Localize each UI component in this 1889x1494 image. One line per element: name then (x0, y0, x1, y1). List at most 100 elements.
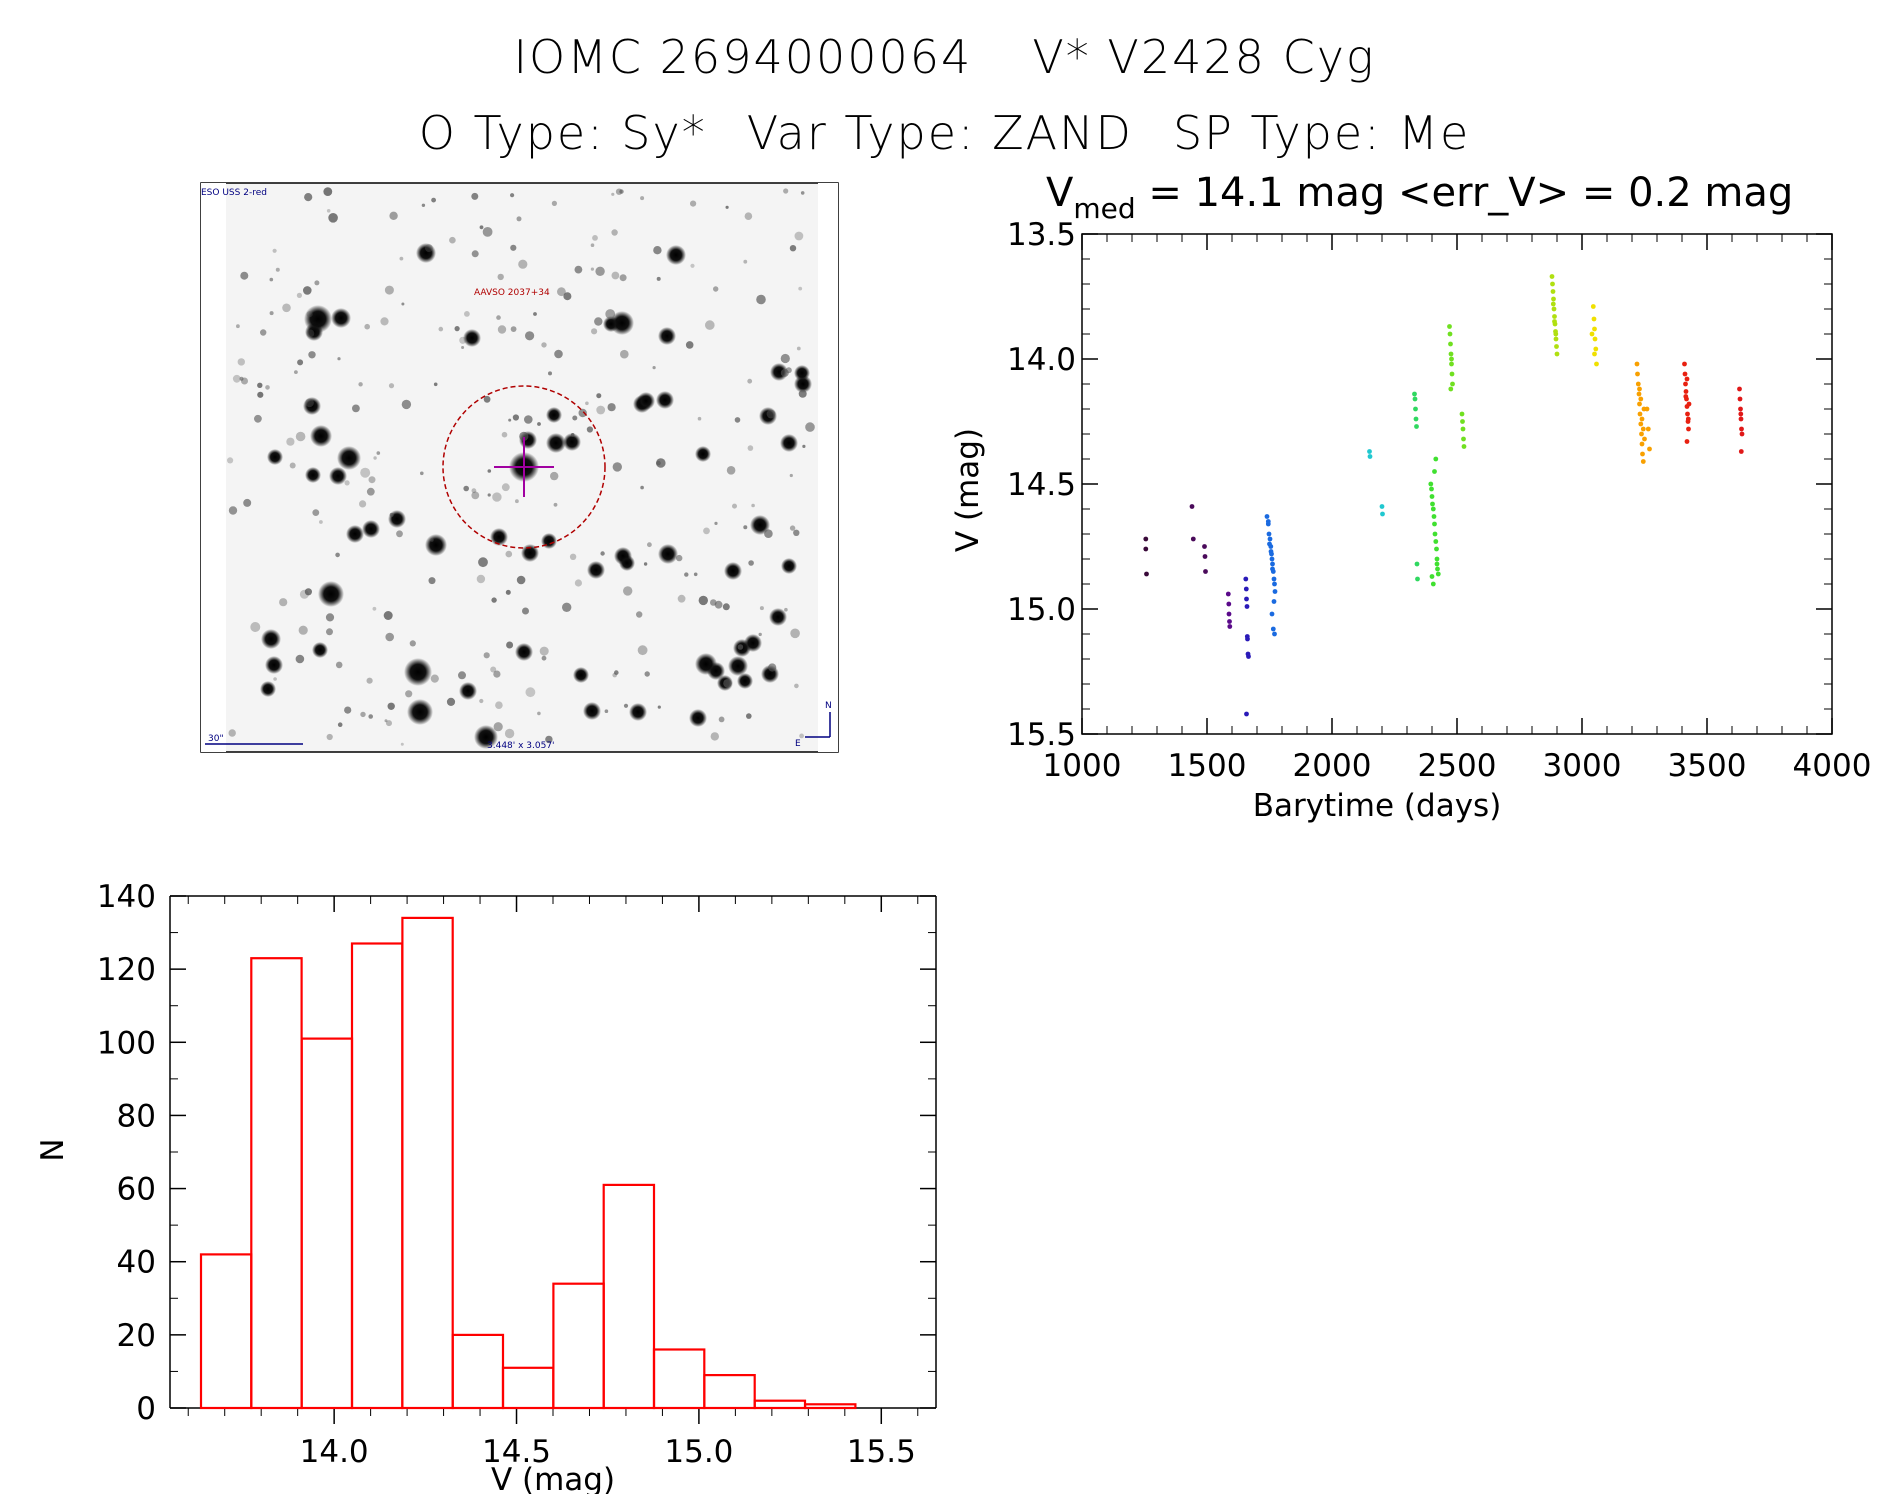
fov-label: 3.448' x 3.057' (487, 741, 555, 751)
faint-star (493, 670, 501, 678)
data-point (1638, 396, 1644, 402)
data-point (1685, 416, 1691, 422)
faint-star (524, 415, 533, 424)
data-point (1635, 381, 1641, 387)
faint-star (425, 244, 433, 253)
data-point (1367, 449, 1372, 454)
data-point (1429, 486, 1434, 492)
light-curve-frame: 1000 1500 2000 2500 3000 3500 4000 13.5 14.0 14.5… (1007, 217, 1871, 784)
x-tick-label: 15.5 (847, 1434, 916, 1470)
data-point (1461, 436, 1466, 442)
faint-star (487, 493, 491, 497)
sp-type: SP Type: Me (1172, 106, 1471, 160)
data-point (1245, 651, 1251, 657)
x-tick-label: 3000 (1543, 748, 1622, 784)
data-point (1636, 391, 1642, 397)
faint-star (326, 733, 333, 741)
faint-star (360, 467, 371, 478)
star (521, 544, 539, 562)
data-point (1683, 394, 1689, 399)
data-point (1644, 406, 1650, 412)
x-tick-label: 1500 (1168, 748, 1247, 784)
target-circle (442, 385, 606, 549)
faint-star (600, 551, 605, 556)
faint-star (368, 476, 376, 484)
data-point (1265, 521, 1271, 527)
data-point (1448, 341, 1453, 347)
faint-star (385, 632, 395, 642)
faint-star (508, 418, 512, 422)
data-point (1245, 636, 1250, 642)
faint-star (358, 382, 363, 387)
faint-star (421, 203, 426, 207)
faint-star (260, 329, 267, 336)
faint-star (461, 346, 465, 349)
star (337, 446, 361, 470)
data-point (1592, 336, 1598, 342)
faint-star (512, 414, 520, 421)
faint-star (476, 574, 486, 584)
faint-star (298, 625, 308, 635)
faint-star (780, 353, 790, 364)
star (603, 316, 619, 332)
faint-star (537, 711, 541, 716)
faint-star (798, 286, 803, 291)
histogram-xlabel: V (mag) (491, 1462, 615, 1494)
faint-star (243, 498, 252, 507)
data-point (1244, 596, 1249, 602)
faint-star (539, 646, 549, 656)
faint-star (747, 378, 753, 384)
faint-star (590, 267, 595, 271)
star (563, 433, 581, 451)
faint-star (236, 324, 240, 329)
histogram-bar (552, 1282, 605, 1410)
faint-star (240, 271, 249, 280)
data-point (1429, 574, 1435, 579)
faint-star (364, 323, 371, 330)
data-point (1459, 411, 1465, 417)
faint-star (254, 414, 262, 423)
data-point (1645, 426, 1651, 432)
faint-star (282, 303, 291, 313)
data-point (1432, 531, 1438, 537)
faint-star (449, 236, 456, 244)
histogram-bar (451, 1333, 505, 1410)
faint-star (657, 705, 661, 709)
data-point (1553, 331, 1559, 337)
faint-star (623, 586, 633, 596)
x-tick-label: 14.0 (300, 1434, 369, 1470)
faint-star (227, 457, 234, 464)
data-point (1638, 421, 1644, 427)
histogram-frame: 14.0 14.5 15.0 15.5 0 20 40 60 80 100 120 140 (97, 879, 937, 1470)
faint-star (479, 698, 484, 704)
data-point (1682, 371, 1688, 377)
data-point (1265, 519, 1271, 524)
faint-star (446, 697, 456, 707)
faint-star (557, 287, 566, 297)
faint-star (497, 273, 504, 281)
faint-star (578, 408, 587, 418)
star (265, 656, 283, 674)
data-point (1227, 624, 1233, 629)
data-point (1434, 546, 1439, 552)
sky-image-frame (200, 182, 839, 753)
data-point (1431, 514, 1437, 519)
faint-star (751, 503, 755, 508)
sky-image-left-strip (201, 183, 226, 752)
star (629, 703, 647, 721)
faint-star (384, 285, 394, 295)
data-point (1637, 411, 1643, 417)
faint-star (541, 342, 547, 348)
data-point (1639, 431, 1644, 437)
faint-star (482, 227, 493, 237)
data-point (1432, 521, 1437, 527)
data-point (1269, 556, 1275, 562)
light-curve-ylabel: V (mag) (950, 428, 986, 552)
faint-star (509, 193, 515, 198)
histogram-ylabel: N (35, 1138, 71, 1161)
data-point (1553, 329, 1558, 334)
data-point (1269, 551, 1274, 557)
light-curve-points (1143, 274, 1745, 717)
star (759, 407, 777, 425)
object-title: IOMC 2694000064 V* V2428 Cyg (0, 30, 1889, 84)
